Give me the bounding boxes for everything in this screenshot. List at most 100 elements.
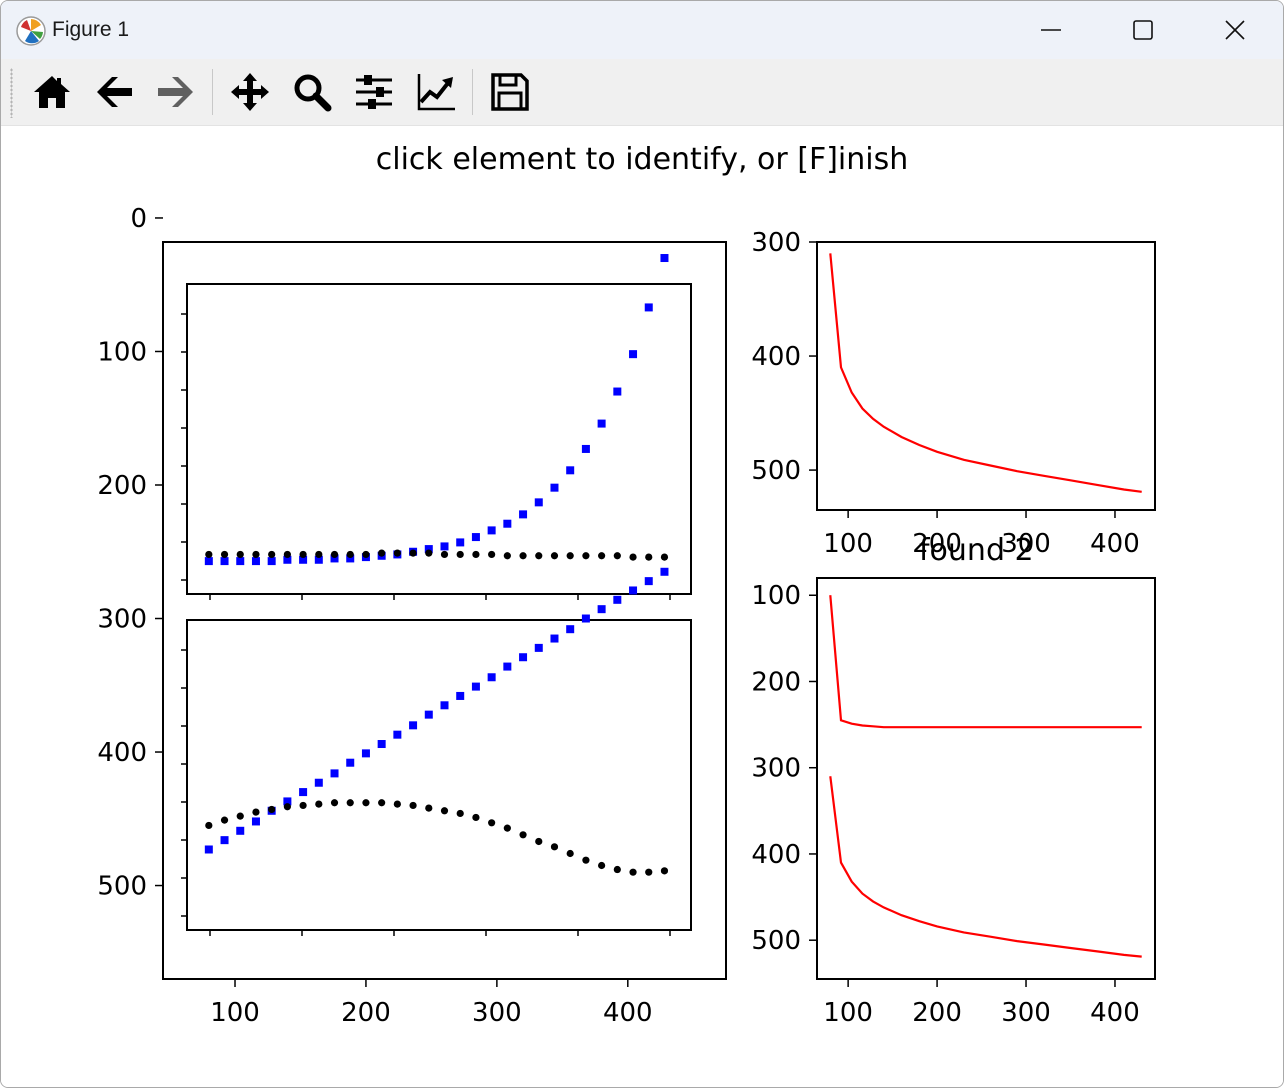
black-dot-marker bbox=[220, 816, 229, 824]
figure-canvas[interactable]: click element to identify, or [F]inish 1… bbox=[1, 126, 1283, 1087]
blue-square-marker bbox=[613, 595, 622, 604]
x-tick-label: 300 bbox=[1001, 998, 1051, 1028]
black-dot-marker bbox=[409, 801, 417, 810]
close-button[interactable] bbox=[1189, 1, 1281, 59]
black-dot-marker bbox=[550, 843, 559, 851]
blue-square-marker bbox=[346, 554, 355, 563]
y-tick-label: 200 bbox=[751, 667, 801, 697]
black-dot-marker bbox=[519, 552, 527, 560]
black-dot-marker bbox=[503, 552, 511, 560]
blue-square-marker bbox=[283, 797, 292, 806]
black-dot-marker bbox=[660, 867, 669, 875]
black-dot-marker bbox=[409, 549, 417, 557]
blue-square-marker bbox=[534, 643, 543, 652]
x-tick-label: 100 bbox=[823, 529, 873, 559]
maximize-button[interactable] bbox=[1097, 1, 1189, 59]
toolbar-grip[interactable] bbox=[10, 68, 13, 118]
line-chart-icon bbox=[417, 74, 455, 111]
x-tick-label: 300 bbox=[472, 998, 522, 1028]
black-dot-marker bbox=[299, 550, 307, 559]
black-dot-marker bbox=[582, 552, 590, 560]
black-dot-marker bbox=[472, 550, 480, 559]
back-button[interactable] bbox=[89, 67, 139, 117]
customize-button[interactable] bbox=[411, 67, 461, 117]
blue-square-marker bbox=[534, 498, 543, 507]
blue-square-marker bbox=[597, 419, 606, 428]
navigation-toolbar bbox=[1, 59, 1283, 126]
black-dot-marker bbox=[220, 550, 229, 559]
title-bar[interactable]: Figure 1 bbox=[1, 1, 1283, 59]
black-dot-marker bbox=[598, 861, 606, 870]
blue-square-marker bbox=[330, 554, 339, 563]
y-tick-label: 300 bbox=[751, 754, 801, 784]
black-dot-marker bbox=[268, 805, 276, 814]
inset-axes-frame bbox=[186, 619, 692, 931]
black-dot-marker bbox=[440, 550, 449, 559]
blue-square-marker bbox=[330, 769, 339, 778]
black-dot-marker bbox=[362, 799, 370, 807]
black-dot-marker bbox=[456, 809, 464, 818]
blue-square-marker bbox=[519, 510, 528, 519]
blue-square-marker bbox=[267, 557, 276, 566]
home-button[interactable] bbox=[27, 67, 77, 117]
save-button[interactable] bbox=[485, 67, 535, 117]
y-tick-label: 400 bbox=[751, 342, 801, 372]
forward-button[interactable] bbox=[151, 67, 201, 117]
black-dot-marker bbox=[252, 808, 260, 816]
plot-area[interactable]: 100 200 300 400 0 100 200 300 400 500 100 200 300 400… bbox=[1, 126, 1283, 1087]
y-tick-label: 0 bbox=[130, 204, 147, 234]
pan-button[interactable] bbox=[225, 67, 275, 117]
blue-square-marker bbox=[440, 542, 449, 551]
black-dot-marker bbox=[660, 553, 669, 561]
magnifier-icon bbox=[294, 74, 332, 112]
y-tick-label: 300 bbox=[97, 605, 147, 635]
black-dot-marker bbox=[613, 552, 621, 560]
black-dot-marker bbox=[425, 549, 433, 557]
blue-square-marker bbox=[644, 577, 653, 586]
minimize-button[interactable] bbox=[1005, 1, 1097, 59]
black-dot-marker bbox=[346, 799, 354, 807]
black-dot-marker bbox=[330, 550, 339, 559]
x-tick-label: 100 bbox=[210, 998, 260, 1028]
y-tick-label: 500 bbox=[751, 456, 801, 486]
black-dot-marker bbox=[645, 868, 653, 876]
blue-square-marker bbox=[314, 555, 323, 564]
blue-square-marker bbox=[314, 778, 323, 787]
toolbar-separator bbox=[212, 69, 213, 115]
black-dot-marker bbox=[330, 799, 339, 807]
black-dot-marker bbox=[645, 553, 653, 561]
black-dot-marker bbox=[252, 550, 260, 559]
blue-square-marker bbox=[204, 557, 213, 566]
black-dot-marker bbox=[629, 553, 637, 561]
black-dot-marker bbox=[378, 549, 386, 557]
y-tick-label: 100 bbox=[97, 337, 147, 367]
blue-square-marker bbox=[629, 350, 638, 359]
blue-square-marker bbox=[424, 710, 433, 719]
red-series-line bbox=[829, 253, 1142, 493]
blue-square-marker bbox=[251, 817, 260, 826]
arrow-left-icon bbox=[97, 77, 132, 107]
blue-square-marker bbox=[204, 845, 213, 854]
home-icon bbox=[34, 76, 70, 108]
black-dot-marker bbox=[315, 800, 323, 808]
black-dot-marker bbox=[362, 550, 370, 559]
zoom-button[interactable] bbox=[287, 67, 337, 117]
maximize-icon bbox=[1133, 20, 1153, 40]
subplots-button[interactable] bbox=[349, 67, 399, 117]
blue-square-marker bbox=[581, 444, 590, 453]
x-tick-label: 200 bbox=[912, 529, 962, 559]
blue-square-marker bbox=[220, 557, 229, 566]
black-dot-marker bbox=[205, 821, 213, 830]
x-tick-label: 300 bbox=[1001, 529, 1051, 559]
axes-frame bbox=[162, 241, 727, 980]
toolbar-separator bbox=[472, 69, 473, 115]
y-tick-label: 400 bbox=[97, 738, 147, 768]
black-dot-marker bbox=[535, 837, 543, 846]
blue-square-marker bbox=[503, 662, 512, 671]
window-title: Figure 1 bbox=[52, 18, 130, 41]
black-dot-marker bbox=[283, 550, 291, 559]
minimize-icon bbox=[1041, 29, 1061, 31]
blue-square-marker bbox=[566, 466, 575, 475]
black-dot-marker bbox=[488, 550, 496, 559]
blue-square-marker bbox=[487, 526, 496, 535]
